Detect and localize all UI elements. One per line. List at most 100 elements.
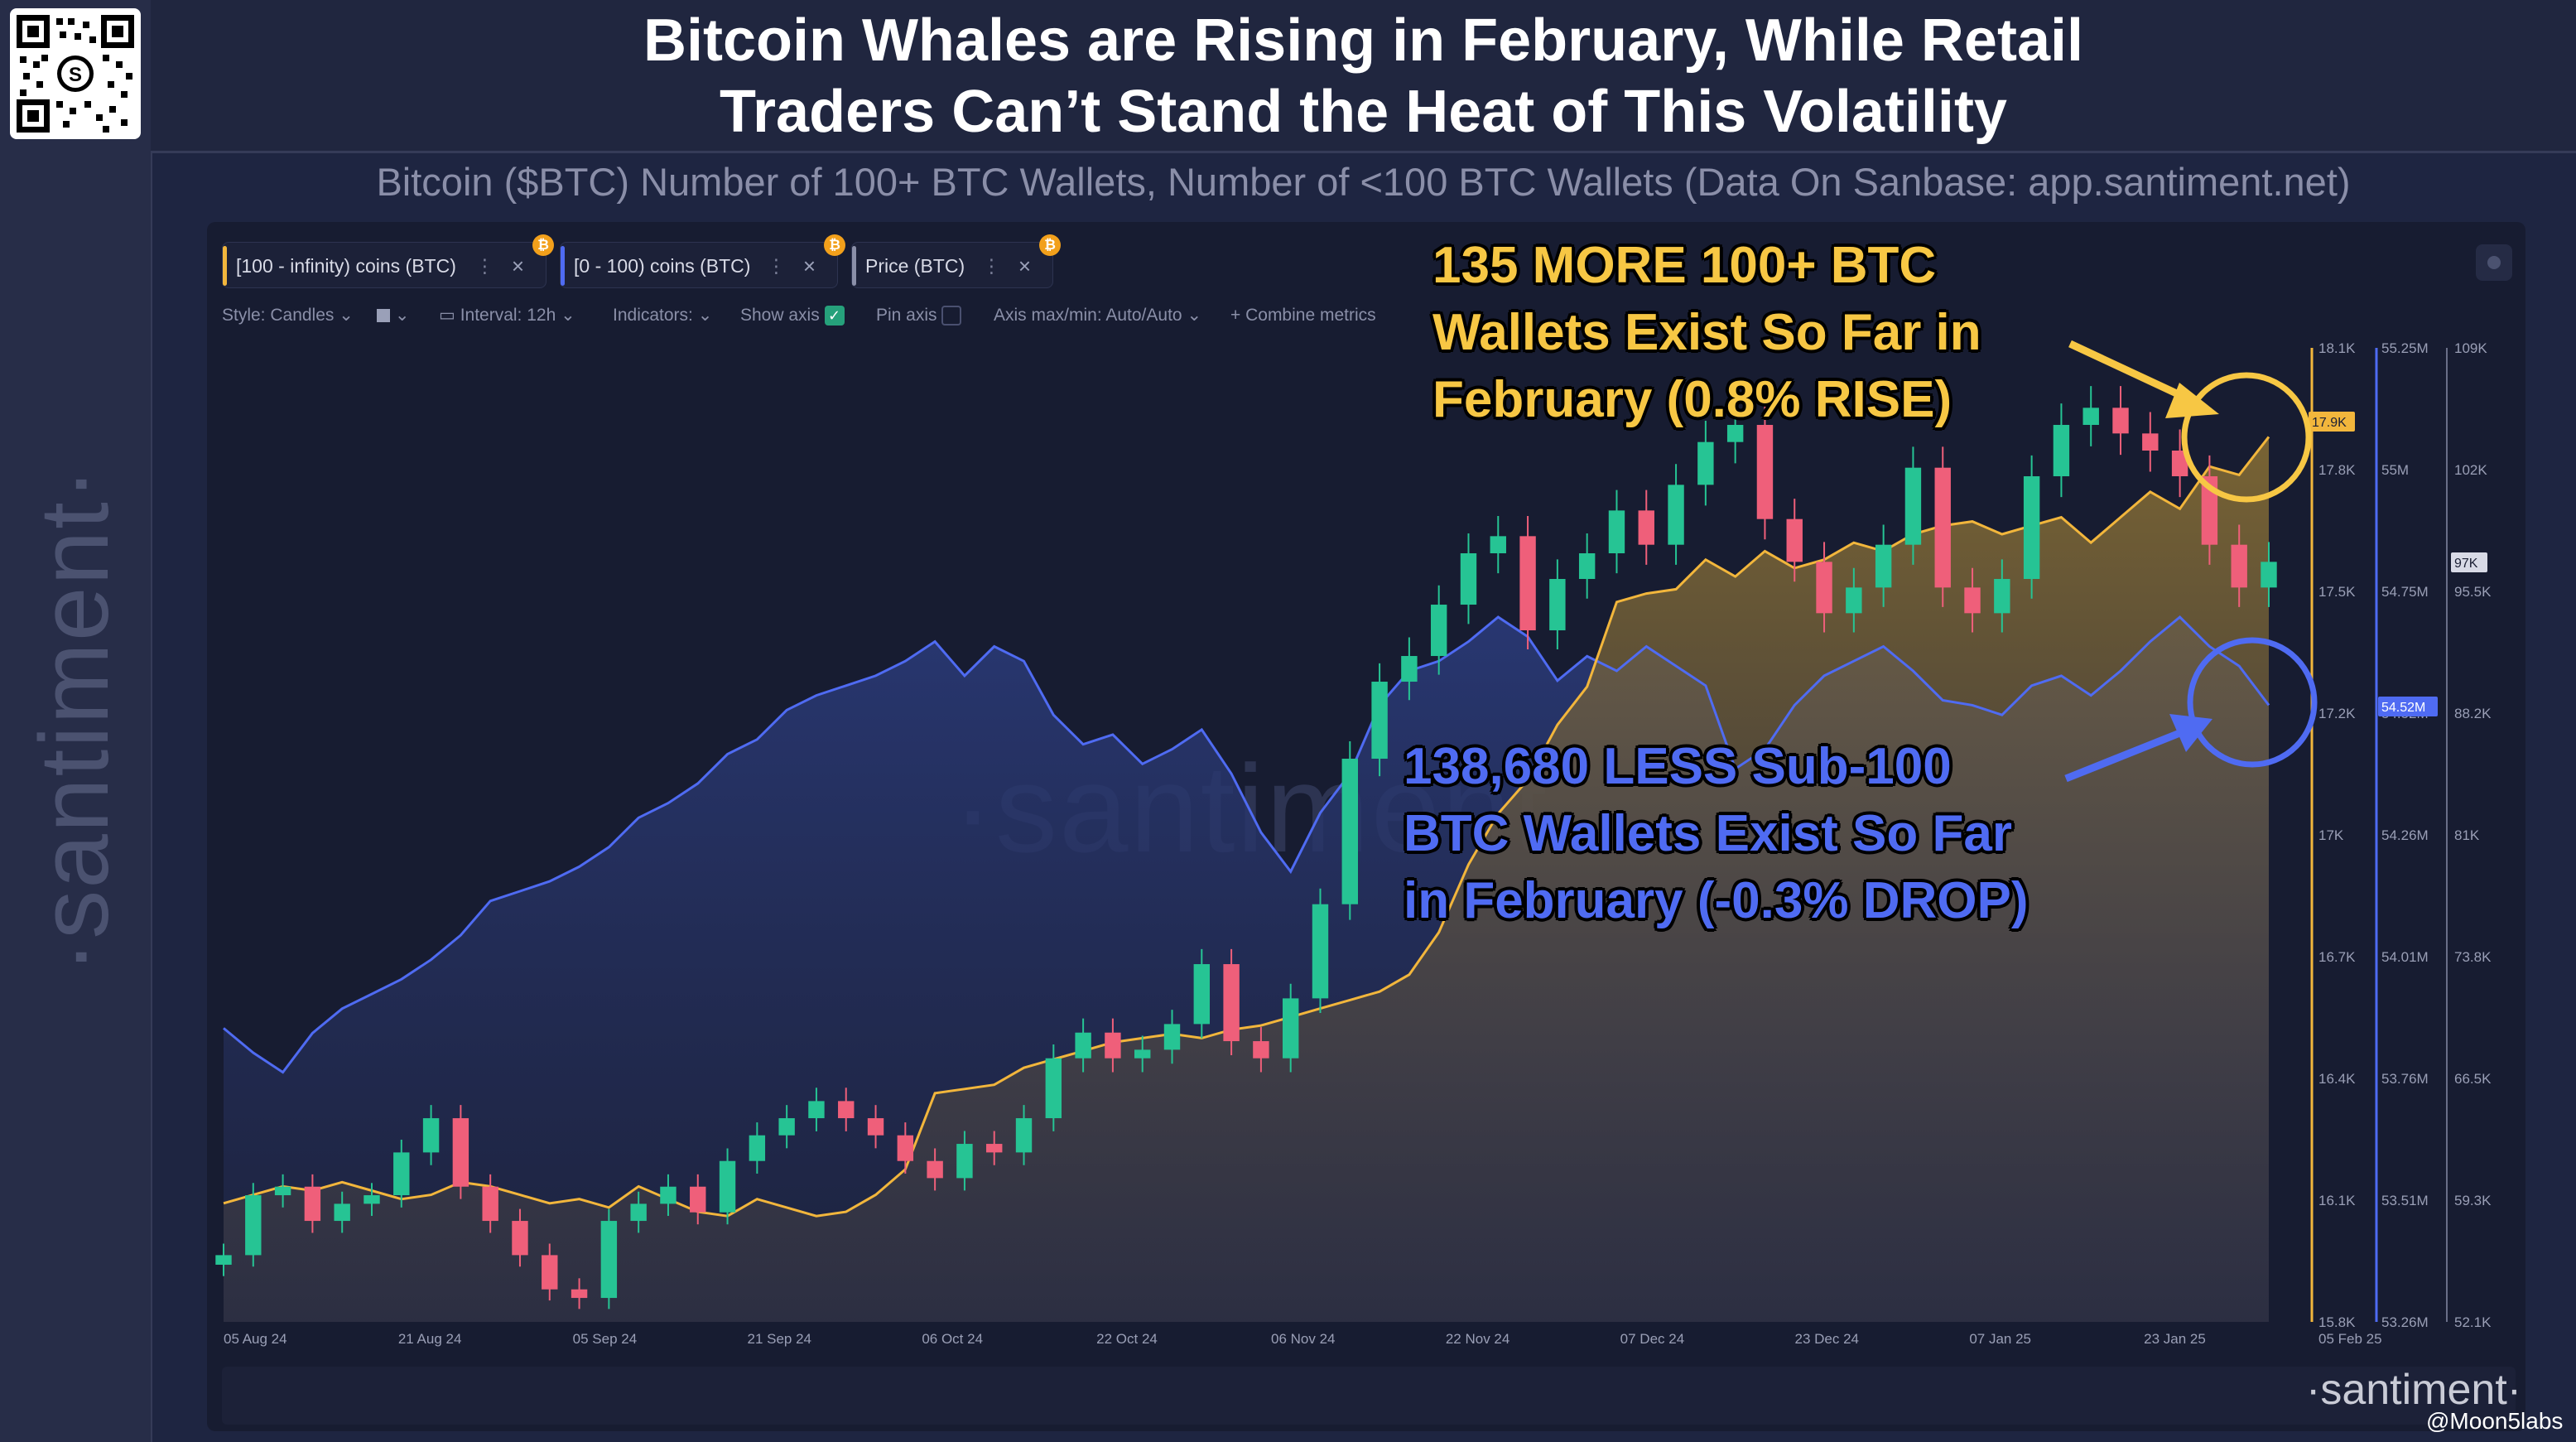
price-tick-label: 52.1K	[2454, 1314, 2492, 1330]
title-line-1: Bitcoin Whales are Rising in February, W…	[643, 7, 2083, 74]
price-candle	[1904, 467, 1922, 545]
retail-last-badge: 54.52M	[2381, 701, 2425, 715]
price-candle	[482, 1186, 498, 1222]
retail-tick-label: 53.26M	[2381, 1314, 2429, 1330]
close-icon[interactable]: ×	[802, 253, 816, 278]
style-dropdown[interactable]: Style: Candles ⌄	[222, 303, 354, 328]
qr-code[interactable]: S	[10, 8, 141, 139]
more-icon[interactable]: ⋮	[475, 255, 494, 277]
chevron-down-icon: ⌄	[697, 306, 713, 325]
price-candle	[778, 1118, 795, 1136]
whales-tick-label: 15.8K	[2318, 1314, 2356, 1330]
price-tick-label: 102K	[2454, 462, 2487, 478]
chart-navigator[interactable]	[222, 1367, 2516, 1425]
metric-color-bar	[223, 246, 227, 286]
price-candle	[304, 1186, 321, 1222]
whales-last-badge: 17.9K	[2312, 416, 2347, 430]
checkbox-checked-icon[interactable]: ✓	[824, 306, 845, 326]
retail-tick-label: 54.01M	[2381, 949, 2429, 965]
price-candle	[690, 1186, 706, 1213]
style-label: Style: Candles	[222, 306, 335, 325]
price-candle	[334, 1203, 350, 1222]
pin-axis-toggle[interactable]: Pin axis	[876, 303, 962, 328]
annotation-line: 135 MORE 100+ BTC	[1432, 237, 1937, 294]
price-tick-label: 109K	[2454, 340, 2487, 356]
price-candle	[1045, 1058, 1062, 1119]
price-candle	[927, 1160, 943, 1179]
metric-pill-retail[interactable]: [0 - 100) coins (BTC) ⋮ × ₿	[560, 234, 845, 288]
price-candle	[364, 1195, 380, 1204]
x-tick-label: 22 Nov 24	[1446, 1331, 1510, 1347]
price-candle	[1875, 544, 1892, 588]
price-candle	[1460, 553, 1477, 605]
price-candle	[1608, 510, 1625, 554]
price-candle	[719, 1160, 736, 1213]
show-axis-label: Show axis	[740, 306, 820, 325]
price-candle	[1371, 682, 1388, 760]
metric-pill-whales[interactable]: [100 - infinity) coins (BTC) ⋮ × ₿	[222, 234, 554, 288]
metric-pill-price[interactable]: Price (BTC) ⋮ × ₿	[851, 234, 1061, 288]
price-candle	[956, 1144, 973, 1179]
pin-axis-label: Pin axis	[876, 306, 937, 325]
price-candle	[512, 1221, 528, 1256]
metric-label: [0 - 100) coins (BTC)	[574, 255, 751, 277]
price-candle	[630, 1203, 647, 1222]
x-tick-label: 23 Dec 24	[1795, 1331, 1860, 1347]
price-candle	[660, 1186, 677, 1204]
more-icon[interactable]: ⋮	[767, 255, 786, 277]
metric-label: Price (BTC)	[865, 255, 965, 277]
price-candle	[393, 1152, 410, 1196]
price-candle	[422, 1118, 440, 1153]
retail-line	[223, 615, 2270, 1074]
axis-minmax-label: Axis max/min: Auto/Auto	[994, 306, 1182, 325]
price-tick-label: 88.2K	[2454, 706, 2492, 721]
price-candle	[1015, 1118, 1033, 1153]
chevron-down-icon: ⌄	[339, 306, 354, 325]
whales-arrow-shaft	[2068, 340, 2196, 406]
close-icon[interactable]: ×	[511, 253, 524, 278]
color-picker[interactable]: ⌄	[377, 303, 409, 328]
theme-toggle-button[interactable]	[2476, 244, 2512, 281]
price-candle	[1312, 904, 1329, 999]
retail-tick-label: 55.25M	[2381, 340, 2429, 356]
price-candle	[2112, 408, 2129, 434]
indicators-dropdown[interactable]: Indicators: ⌄	[613, 303, 712, 328]
price-candle	[1430, 605, 1447, 657]
retail-arrow-head	[2169, 714, 2212, 752]
retail-tick-label: 53.51M	[2381, 1193, 2429, 1208]
price-candle	[215, 1255, 232, 1265]
chevron-down-icon: ⌄	[394, 306, 410, 325]
interval-dropdown[interactable]: ▭ Interval: 12h ⌄	[439, 303, 575, 328]
calendar-icon: ▭	[439, 306, 455, 325]
whales-tick-label: 16.7K	[2318, 949, 2356, 965]
header-band	[151, 0, 2576, 153]
close-icon[interactable]: ×	[1018, 253, 1031, 278]
whales-line	[223, 436, 2270, 1218]
checkbox-unchecked-icon[interactable]	[941, 306, 962, 326]
x-tick-label: 05 Feb 25	[2318, 1331, 2382, 1347]
bitcoin-badge-icon: ₿	[532, 234, 554, 256]
more-icon[interactable]: ⋮	[982, 255, 1001, 277]
price-candle	[2142, 433, 2159, 451]
price-candle	[1934, 467, 1951, 588]
whales-arrow-head	[2165, 383, 2219, 418]
price-candle	[1816, 562, 1832, 614]
whales-tick-label: 18.1K	[2318, 340, 2356, 356]
price-candle	[1994, 579, 2010, 614]
annotation-retail: 138,680 LESS Sub-100 BTC Wallets Exist S…	[1404, 733, 2149, 934]
price-candle	[245, 1195, 262, 1256]
show-axis-toggle[interactable]: Show axis ✓	[740, 303, 845, 328]
price-candle	[1282, 998, 1299, 1059]
axis-minmax-dropdown[interactable]: Axis max/min: Auto/Auto ⌄	[994, 303, 1201, 328]
whales-tick-label: 17K	[2318, 827, 2344, 843]
price-candle	[1697, 441, 1714, 485]
price-candle	[808, 1101, 825, 1119]
x-tick-label: 21 Aug 24	[398, 1331, 462, 1347]
price-candle	[2171, 451, 2188, 477]
color-swatch-icon	[377, 309, 390, 323]
price-candle	[1253, 1041, 1269, 1059]
whales-highlight-circle	[2181, 372, 2312, 503]
combine-metrics-button[interactable]: + Combine metrics	[1230, 303, 1376, 328]
price-candle	[1964, 587, 1981, 614]
metric-color-bar	[852, 246, 856, 286]
